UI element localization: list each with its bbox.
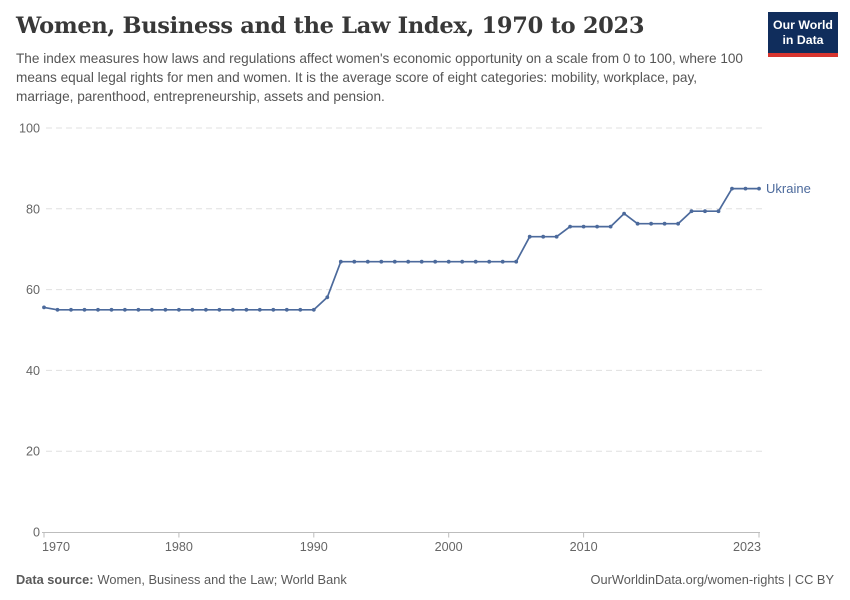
data-point[interactable]: [446, 259, 451, 264]
data-point[interactable]: [204, 307, 208, 312]
data-point[interactable]: [284, 307, 289, 312]
data-point[interactable]: [217, 307, 222, 312]
data-point[interactable]: [635, 221, 640, 226]
data-point[interactable]: [325, 295, 330, 300]
x-tick-label: 1980: [165, 540, 193, 554]
data-source[interactable]: Data source: Women, Business and the Law;…: [16, 572, 347, 587]
series-label-ukraine[interactable]: Ukraine: [766, 181, 811, 196]
data-point[interactable]: [662, 221, 667, 226]
x-tick-label: 1970: [42, 540, 70, 554]
data-point[interactable]: [730, 186, 734, 191]
x-tick-label: 1990: [300, 540, 328, 554]
data-point[interactable]: [298, 307, 303, 312]
data-point[interactable]: [649, 221, 653, 226]
y-tick-label: 40: [26, 364, 40, 378]
data-point[interactable]: [676, 221, 680, 226]
data-point[interactable]: [190, 307, 195, 312]
data-point[interactable]: [231, 307, 235, 312]
chart-footer: Data source: Women, Business and the Law;…: [16, 572, 834, 587]
trend-line-ukraine[interactable]: [43, 187, 760, 311]
data-point[interactable]: [257, 307, 262, 312]
data-point[interactable]: [42, 305, 46, 310]
logo-line-1: Our World: [773, 17, 833, 32]
data-point[interactable]: [608, 224, 613, 229]
data-source-text: Women, Business and the Law; World Bank: [97, 572, 347, 587]
data-point[interactable]: [514, 259, 519, 264]
logo-line-2: in Data: [782, 32, 824, 47]
page-subtitle: The index measures how laws and regulati…: [16, 51, 743, 104]
data-point[interactable]: [150, 307, 154, 312]
y-tick-label: 100: [19, 122, 40, 136]
data-point[interactable]: [136, 307, 141, 312]
data-point[interactable]: [689, 209, 694, 214]
data-point[interactable]: [69, 307, 73, 312]
data-point[interactable]: [352, 259, 357, 264]
data-point[interactable]: [716, 209, 721, 214]
owid-logo[interactable]: Our World in Data: [768, 12, 838, 57]
data-point[interactable]: [527, 234, 532, 239]
data-point[interactable]: [163, 307, 168, 312]
data-point[interactable]: [311, 307, 316, 312]
data-point[interactable]: [82, 307, 87, 312]
data-point[interactable]: [419, 259, 424, 264]
data-point[interactable]: [595, 224, 599, 229]
data-point[interactable]: [433, 259, 438, 264]
x-tick-label: 2023: [733, 540, 761, 554]
data-point[interactable]: [55, 307, 60, 312]
y-tick-label: 60: [26, 283, 40, 297]
data-point[interactable]: [406, 259, 411, 264]
x-tick-label: 2000: [435, 540, 463, 554]
data-point[interactable]: [109, 307, 114, 312]
data-point[interactable]: [123, 307, 127, 312]
data-point[interactable]: [622, 211, 626, 216]
data-point[interactable]: [703, 209, 707, 214]
data-point[interactable]: [473, 259, 478, 264]
data-point[interactable]: [177, 307, 181, 312]
data-point[interactable]: [338, 259, 343, 264]
data-point[interactable]: [487, 259, 492, 264]
footer-link[interactable]: OurWorldinData.org/women-rights | CC BY: [590, 572, 834, 587]
chart-header: Women, Business and the Law Index, 1970 …: [16, 13, 760, 106]
data-point[interactable]: [743, 186, 748, 191]
data-point[interactable]: [541, 234, 546, 239]
page-title: Women, Business and the Law Index, 1970 …: [16, 13, 645, 39]
data-point[interactable]: [379, 259, 384, 264]
data-point[interactable]: [554, 234, 559, 239]
data-point[interactable]: [757, 186, 761, 191]
x-tick-label: 2010: [570, 540, 598, 554]
data-point[interactable]: [96, 307, 100, 312]
y-tick-label: 80: [26, 202, 40, 216]
y-tick-label: 0: [33, 526, 40, 540]
data-point[interactable]: [271, 307, 276, 312]
data-point[interactable]: [460, 259, 465, 264]
data-point[interactable]: [365, 259, 370, 264]
data-point[interactable]: [392, 259, 397, 264]
y-tick-label: 20: [26, 445, 40, 459]
data-point[interactable]: [581, 224, 586, 229]
data-source-label: Data source:: [16, 572, 94, 587]
data-point[interactable]: [568, 224, 572, 229]
data-point[interactable]: [500, 259, 505, 264]
data-point[interactable]: [244, 307, 249, 312]
